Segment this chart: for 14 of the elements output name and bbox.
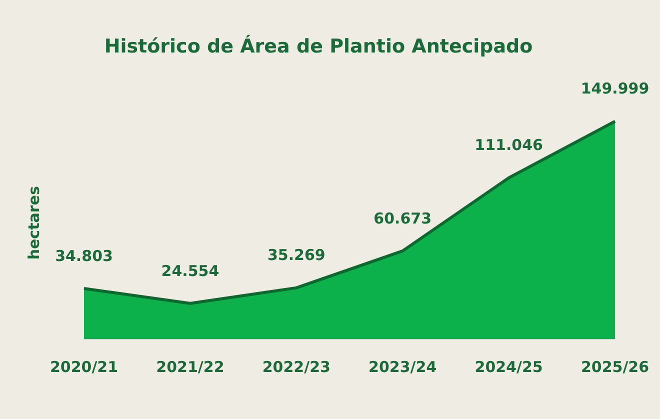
x-tick-label: 2023/24 (368, 358, 437, 376)
x-tick-label: 2024/25 (474, 358, 543, 376)
data-label: 24.554 (161, 262, 220, 280)
chart-title: Histórico de Área de Plantio Antecipado (104, 34, 533, 58)
x-tick-label: 2022/23 (262, 358, 330, 376)
data-label: 34.803 (55, 246, 113, 265)
data-label: 35.269 (267, 246, 326, 264)
data-label: 111.046 (474, 136, 543, 154)
data-label: 149.999 (580, 80, 650, 98)
x-tick-label: 2021/22 (156, 358, 224, 376)
x-tick-label: 2020/21 (50, 358, 118, 376)
x-tick-label: 2025/26 (580, 358, 650, 376)
data-label: 60.673 (374, 209, 432, 228)
y-axis-title: hectares (24, 186, 43, 260)
